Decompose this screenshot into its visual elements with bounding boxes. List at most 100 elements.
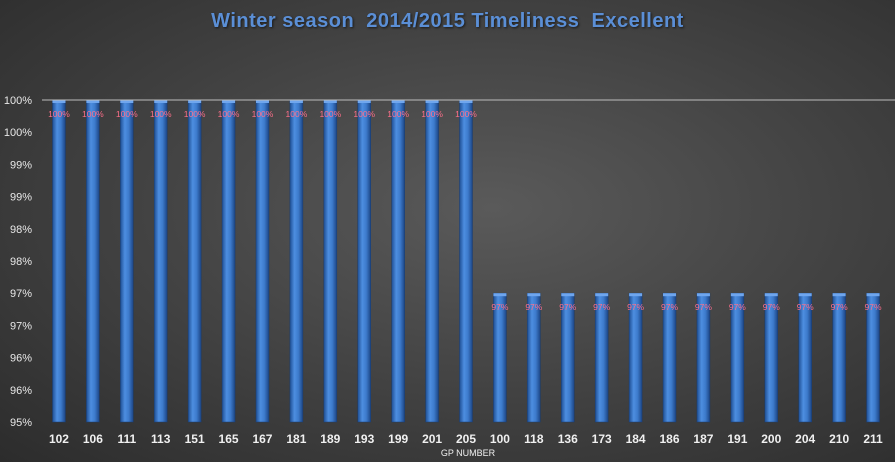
- bar-cap: [866, 293, 880, 297]
- y-tick-label: 95%: [10, 417, 32, 429]
- bars-group: [52, 99, 880, 423]
- x-tick-label: 181: [286, 432, 306, 446]
- x-tick-label: 167: [252, 432, 272, 446]
- bar-cap: [255, 100, 269, 103]
- x-tick-label: 184: [626, 432, 646, 446]
- x-tick-label: 205: [456, 432, 476, 446]
- data-label: 97%: [797, 302, 814, 312]
- data-label: 100%: [48, 109, 70, 119]
- bar: [730, 292, 745, 423]
- data-label: 100%: [150, 109, 172, 119]
- y-tick-label: 96%: [10, 353, 32, 365]
- bar-cap: [154, 100, 168, 103]
- x-tick-label: 210: [829, 432, 849, 446]
- bar: [493, 292, 507, 423]
- bar-cap: [86, 100, 100, 103]
- data-label: 97%: [559, 302, 576, 312]
- y-tick-label: 99%: [10, 192, 32, 204]
- bar: [86, 99, 100, 423]
- bar-cap: [459, 100, 473, 103]
- data-label: 97%: [593, 302, 610, 312]
- bar-cap: [188, 100, 202, 103]
- data-label: 97%: [661, 302, 678, 312]
- data-label: 100%: [421, 109, 443, 119]
- y-tick-label: 97%: [10, 288, 32, 300]
- data-label: 100%: [218, 109, 240, 119]
- x-tick-label: 186: [660, 432, 680, 446]
- bar-cap: [289, 100, 303, 103]
- bar-cap: [663, 293, 677, 297]
- bar: [187, 99, 202, 423]
- x-axis-labels: 102 106 111 113 151 165 167 181 189 193 199 201 205 1…: [49, 432, 883, 446]
- bar-cap: [832, 293, 846, 297]
- x-tick-label: 136: [558, 432, 578, 446]
- bar: [391, 99, 405, 423]
- x-tick-label: 118: [524, 432, 544, 446]
- bar-cap: [323, 100, 337, 103]
- bar: [798, 292, 812, 423]
- x-tick-label: 106: [83, 432, 103, 446]
- bar-cap: [222, 100, 236, 103]
- y-tick-label: 97%: [10, 320, 32, 332]
- bar: [153, 99, 168, 423]
- x-tick-label: 151: [185, 432, 205, 446]
- data-label: 100%: [184, 109, 206, 119]
- x-tick-label: 204: [795, 432, 815, 446]
- y-tick-label: 98%: [10, 224, 32, 236]
- data-label: 97%: [627, 302, 644, 312]
- y-tick-label: 96%: [10, 385, 32, 397]
- data-label: 97%: [525, 302, 542, 312]
- bar: [52, 99, 66, 423]
- chart-title: Winter season 2014/2015 Timeliness Excel…: [211, 10, 684, 32]
- bar-cap: [391, 100, 405, 103]
- bar: [594, 292, 609, 423]
- data-label: 97%: [695, 302, 712, 312]
- data-label: 100%: [116, 109, 138, 119]
- bar: [832, 292, 846, 423]
- data-label: 100%: [252, 109, 274, 119]
- x-tick-label: 173: [592, 432, 612, 446]
- bar-cap: [764, 293, 778, 297]
- y-tick-label: 98%: [10, 256, 32, 268]
- data-label: 97%: [491, 302, 508, 312]
- y-axis-ticks: 95% 96% 96% 97% 97% 98% 98% 99% 99% 100% 100%: [4, 95, 32, 429]
- data-labels-group: 100% 100% 100% 100% 100% 100% 100% 100% 100% 100%…: [48, 109, 882, 312]
- x-tick-label: 187: [693, 432, 713, 446]
- bar: [425, 99, 439, 423]
- bar: [289, 99, 304, 423]
- bar-cap: [798, 293, 812, 297]
- bar: [527, 292, 541, 423]
- y-tick-label: 100%: [4, 95, 32, 107]
- data-label: 100%: [387, 109, 409, 119]
- bar-cap: [120, 100, 134, 103]
- x-tick-label: 111: [117, 432, 136, 446]
- bar-cap: [696, 293, 710, 297]
- data-label: 100%: [455, 109, 477, 119]
- x-tick-label: 100: [490, 432, 510, 446]
- bar: [866, 292, 880, 423]
- bar-cap: [493, 293, 507, 297]
- bar: [323, 99, 338, 423]
- x-tick-label: 191: [727, 432, 747, 446]
- bar: [628, 292, 643, 423]
- bar: [120, 99, 134, 423]
- x-tick-label: 189: [320, 432, 340, 446]
- x-tick-label: 201: [422, 432, 442, 446]
- bar-cap: [527, 293, 541, 297]
- bar: [764, 292, 779, 423]
- data-label: 97%: [729, 302, 746, 312]
- bar-cap: [52, 100, 66, 103]
- x-tick-label: 199: [388, 432, 408, 446]
- data-label: 97%: [865, 302, 882, 312]
- bar: [561, 292, 575, 423]
- bar: [357, 99, 371, 423]
- x-tick-label: 113: [151, 432, 171, 446]
- bar-cap: [730, 293, 744, 297]
- bar: [459, 99, 473, 423]
- bar: [255, 99, 270, 423]
- x-tick-label: 165: [219, 432, 239, 446]
- data-label: 97%: [831, 302, 848, 312]
- x-tick-label: 200: [761, 432, 781, 446]
- bar-cap: [595, 293, 609, 297]
